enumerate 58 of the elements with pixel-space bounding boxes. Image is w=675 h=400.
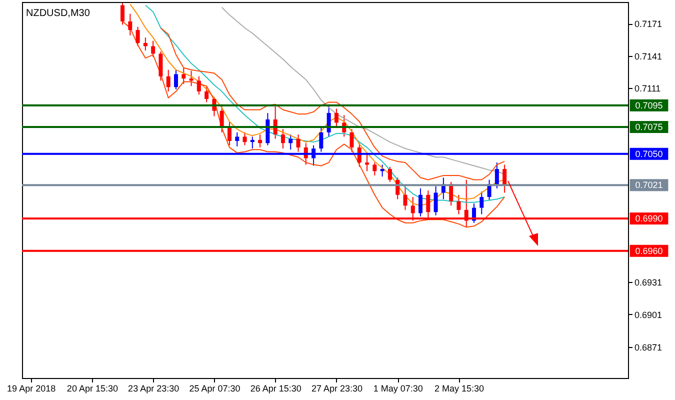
candlestick <box>296 134 300 152</box>
x-tick-label: 1 May 07:30 <box>373 384 423 394</box>
candlestick <box>151 40 156 58</box>
x-tick-label: 25 Apr 07:30 <box>189 384 240 394</box>
x-tick-label: 2 May 15:30 <box>434 384 484 394</box>
x-tick-label: 20 Apr 15:30 <box>66 384 118 394</box>
candlestick <box>449 181 454 206</box>
candlestick <box>258 134 262 148</box>
candlestick <box>494 162 499 189</box>
ref-line-label: 0.7021 <box>635 180 663 190</box>
candlestick <box>158 51 163 82</box>
ref-line-label: 0.7095 <box>635 100 663 110</box>
candlestick <box>334 108 338 129</box>
candlestick <box>204 86 209 103</box>
ref-line-label: 0.6990 <box>635 214 663 224</box>
ref-line-label: 0.7075 <box>635 122 663 132</box>
candlestick <box>502 164 507 194</box>
y-tick-label: 0.7141 <box>634 51 662 62</box>
candlestick <box>456 194 461 215</box>
y-tick-label: 0.6901 <box>634 310 662 320</box>
candlestick <box>372 162 377 176</box>
y-tick-label: 0.7111 <box>634 84 661 94</box>
y-tick-label: 0.6871 <box>634 342 662 352</box>
candlestick <box>418 188 423 217</box>
candlestick <box>288 134 293 150</box>
text: NZDUSD,M30 <box>26 8 90 19</box>
candlestick <box>280 128 285 150</box>
candlestick <box>388 166 392 182</box>
ref-line-label: 0.6960 <box>635 246 663 256</box>
candlestick <box>128 13 132 36</box>
ref-line-label: 0.7050 <box>635 148 663 159</box>
candlestick <box>182 67 186 84</box>
candlestick <box>380 164 384 178</box>
candlestick <box>350 128 354 152</box>
candlestick <box>143 37 148 51</box>
candlestick <box>480 191 484 215</box>
candlestick <box>220 104 224 133</box>
candlestick <box>403 186 408 210</box>
line-series <box>160 27 506 180</box>
candlestick <box>136 26 140 47</box>
x-tick-label: 23 Apr 23:30 <box>128 384 180 394</box>
candlestick <box>434 186 438 216</box>
x-tick-label: 27 Apr 23:30 <box>311 384 362 394</box>
candlestick <box>227 121 232 146</box>
candlestick <box>166 69 170 92</box>
candlestick <box>266 112 270 146</box>
candlestick <box>196 76 201 96</box>
x-tick-label: 26 Apr 15:30 <box>250 384 302 394</box>
candlestick <box>235 132 240 147</box>
candlestick <box>250 136 254 150</box>
candlestick <box>365 153 370 172</box>
candlestick <box>120 2 125 26</box>
candlestick <box>242 132 247 146</box>
candlestick <box>174 69 178 90</box>
y-tick-label: 0.6931 <box>634 278 662 288</box>
candlestick <box>189 70 194 87</box>
x-tick-label: 19 Apr 2018 <box>7 384 56 394</box>
y-tick-label: 0.7171 <box>634 19 662 30</box>
